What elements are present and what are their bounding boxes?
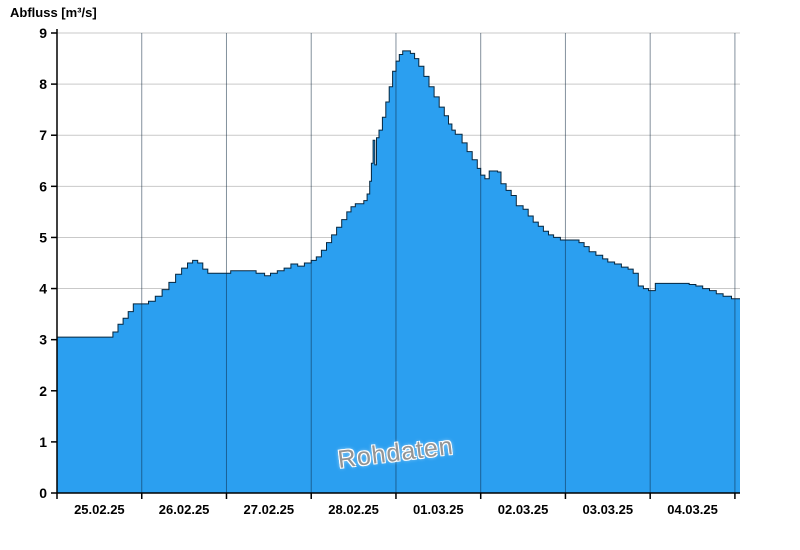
area-series bbox=[57, 50, 740, 494]
x-tick-label: 02.03.25 bbox=[498, 502, 549, 517]
y-tick-label: 3 bbox=[39, 332, 47, 348]
x-tick-label: 03.03.25 bbox=[583, 502, 634, 517]
y-tick-label: 8 bbox=[39, 76, 47, 92]
y-tick-label: 1 bbox=[39, 434, 47, 450]
x-tick-label: 26.02.25 bbox=[159, 502, 210, 517]
y-tick-label: 4 bbox=[39, 281, 47, 297]
series-outline bbox=[57, 50, 740, 338]
y-tick-label: 6 bbox=[39, 178, 47, 194]
y-tick-label: 9 bbox=[39, 25, 47, 41]
x-tick-label: 04.03.25 bbox=[667, 502, 718, 517]
y-tick-label: 7 bbox=[39, 127, 47, 143]
x-tick-label: 27.02.25 bbox=[244, 502, 295, 517]
x-tick-label: 25.02.25 bbox=[74, 502, 125, 517]
x-tick-label: 28.02.25 bbox=[328, 502, 379, 517]
y-axis-title: Abfluss [m³/s] bbox=[10, 5, 97, 20]
y-tick-label: 0 bbox=[39, 485, 47, 501]
y-tick-label: 2 bbox=[39, 383, 47, 399]
x-tick-label: 01.03.25 bbox=[413, 502, 464, 517]
y-tick-label: 5 bbox=[39, 229, 47, 245]
